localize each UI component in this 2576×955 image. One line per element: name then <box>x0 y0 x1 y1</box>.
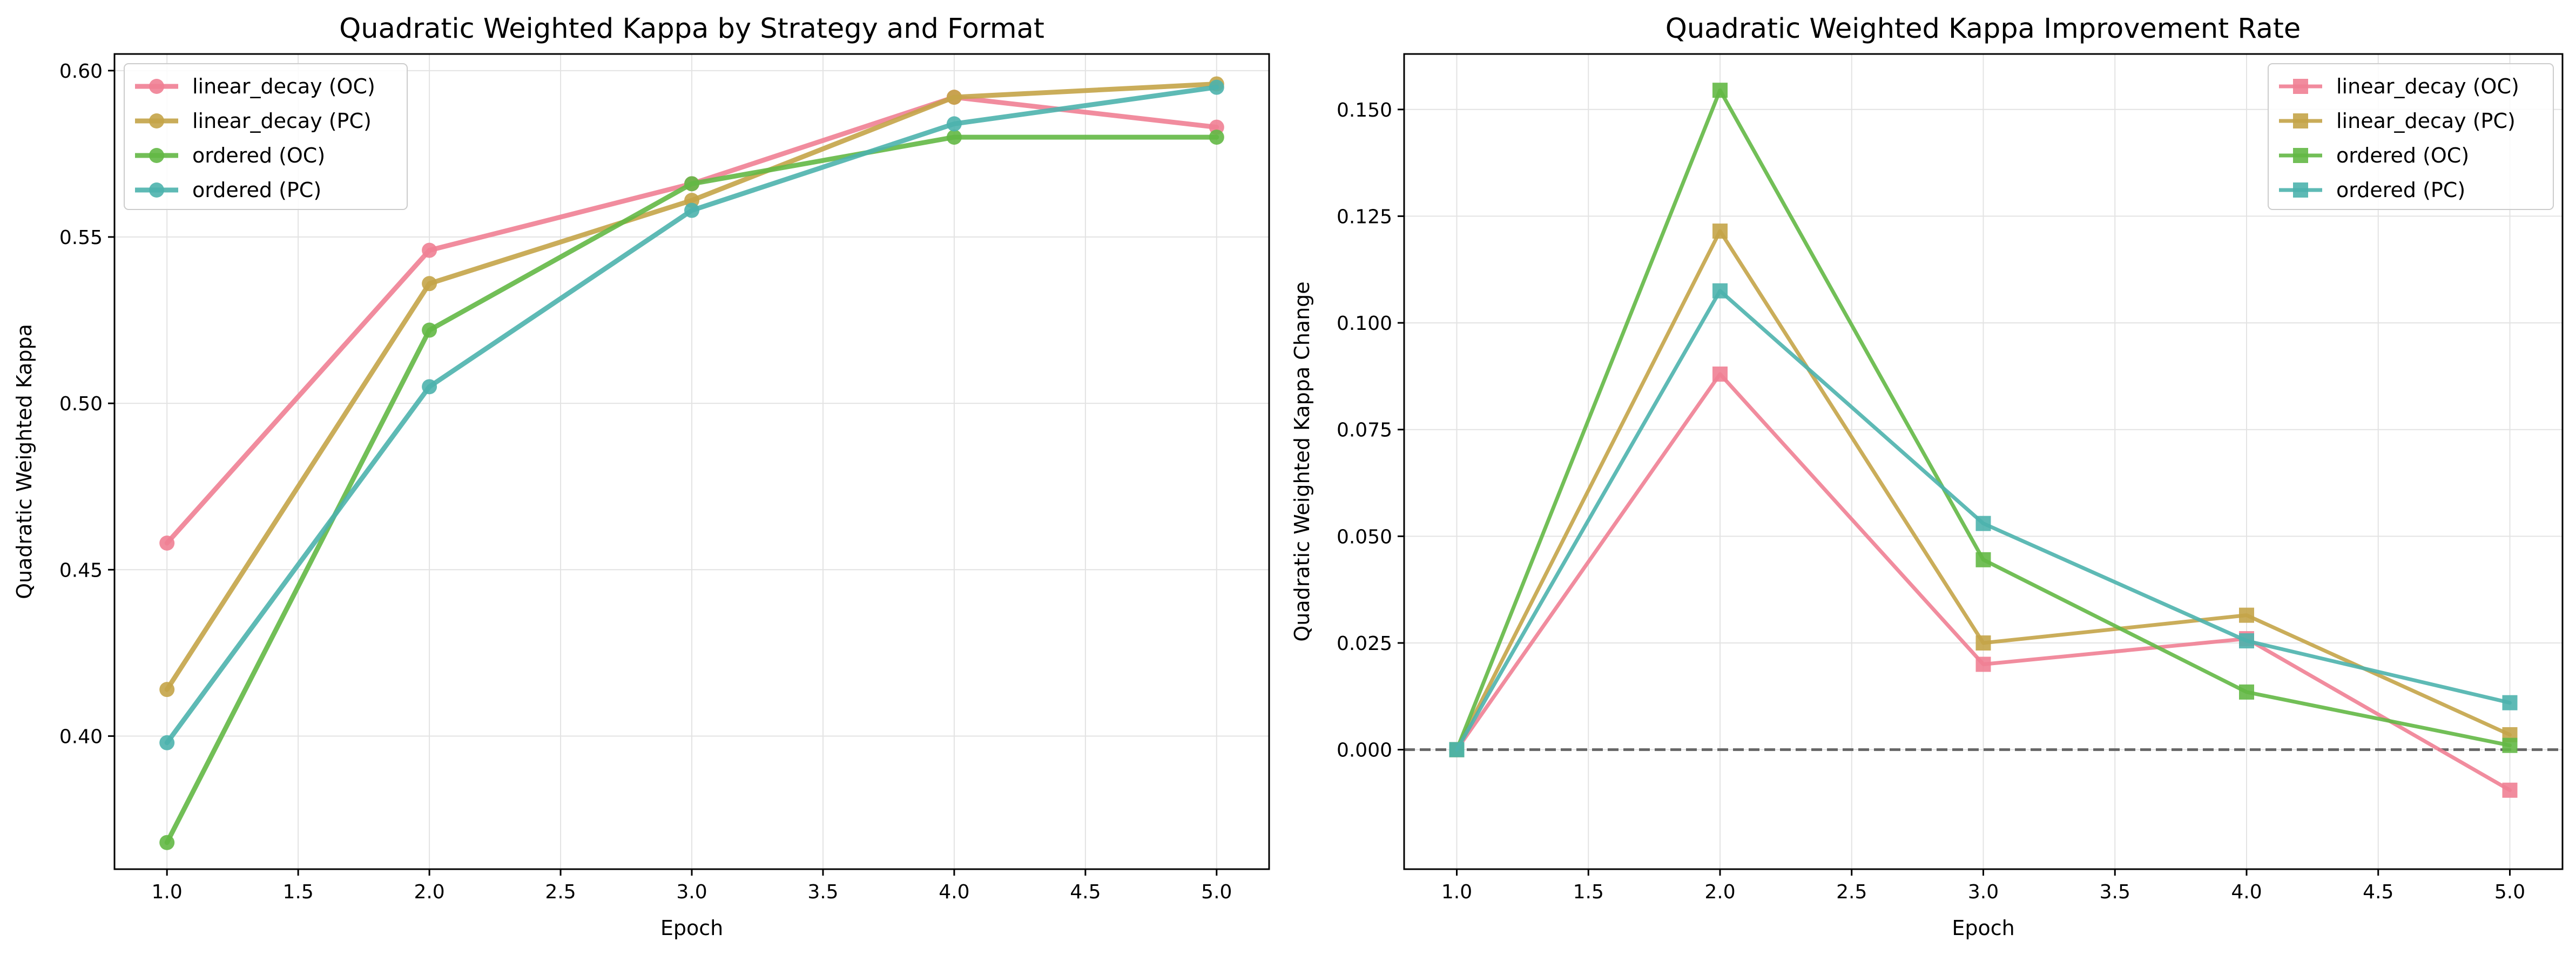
legend-box <box>124 63 408 210</box>
x-axis-label: Epoch <box>1952 916 2014 940</box>
y-axis-label: Quadratic Weighted Kappa <box>12 324 36 599</box>
data-point <box>1975 516 1991 531</box>
data-point <box>422 276 437 292</box>
data-point <box>684 202 699 218</box>
y-tick-label: 0.60 <box>59 60 103 83</box>
data-point <box>1975 635 1991 651</box>
y-tick-label: 0.55 <box>59 227 103 249</box>
data-point <box>1209 130 1224 145</box>
legend-marker <box>2293 182 2308 198</box>
y-tick-label: 0.100 <box>1337 313 1392 335</box>
data-point <box>1975 552 1991 567</box>
legend: linear_decay (OC) linear_decay (PC) ordere… <box>124 63 408 210</box>
y-tick-label: 0.000 <box>1337 740 1392 762</box>
x-axis-label: Epoch <box>660 916 723 940</box>
legend: linear_decay (OC) linear_decay (PC) ordere… <box>2268 63 2554 210</box>
legend-marker <box>2293 79 2308 94</box>
x-tick-label: 4.5 <box>2363 881 2393 903</box>
legend-label: linear_decay (PC) <box>2336 109 2516 133</box>
chart-panel-1: 1.0 1.5 2.0 2.5 3.0 3.5 4.0 4.5 5.0 0.40 0.45 0.50 0… <box>12 13 1270 940</box>
y-tick-label: 0.50 <box>59 393 103 415</box>
y-tick-label: 0.45 <box>59 559 103 581</box>
legend-label: ordered (PC) <box>2336 178 2465 202</box>
data-point <box>1209 79 1224 95</box>
y-tick-label: 0.40 <box>59 726 103 748</box>
legend-label: ordered (OC) <box>2336 144 2469 167</box>
x-tick-label: 3.5 <box>2100 881 2130 903</box>
data-point <box>946 130 962 145</box>
legend-label: ordered (PC) <box>192 178 321 202</box>
legend-box <box>2268 63 2554 210</box>
legend-label: linear_decay (PC) <box>192 109 372 133</box>
data-point <box>422 322 437 338</box>
chart-title: Quadratic Weighted Kappa Improvement Rat… <box>1665 13 2301 45</box>
x-tick-label: 1.5 <box>283 881 314 903</box>
data-point <box>422 242 437 258</box>
data-point <box>1449 742 1465 757</box>
data-point <box>1975 656 1991 672</box>
legend-marker <box>149 148 164 163</box>
data-point <box>2502 737 2518 753</box>
data-point <box>1712 83 1728 98</box>
x-tick-label: 4.5 <box>1070 881 1101 903</box>
data-point <box>1712 223 1728 239</box>
y-tick-label: 0.125 <box>1337 206 1392 228</box>
legend-marker <box>149 79 164 94</box>
data-point <box>159 536 175 551</box>
x-tick-label: 3.0 <box>1968 881 1999 903</box>
x-tick-label: 1.5 <box>1573 881 1604 903</box>
x-tick-label: 2.5 <box>1836 881 1867 903</box>
chart-title: Quadratic Weighted Kappa by Strategy and… <box>339 13 1044 45</box>
x-tick-label: 5.0 <box>1201 881 1232 903</box>
x-tick-label: 4.0 <box>939 881 969 903</box>
y-tick-label: 0.150 <box>1337 99 1392 121</box>
x-tick-label: 3.0 <box>676 881 707 903</box>
data-point <box>2239 633 2254 649</box>
legend-label: linear_decay (OC) <box>192 74 375 98</box>
x-tick-label: 2.5 <box>545 881 576 903</box>
legend-marker <box>149 182 164 198</box>
data-point <box>946 90 962 105</box>
data-point <box>2239 607 2254 623</box>
y-tick-label: 0.050 <box>1337 526 1392 548</box>
data-point <box>2502 782 2518 798</box>
y-tick-label: 0.025 <box>1337 633 1392 655</box>
legend-marker <box>149 113 164 128</box>
y-axis-label: Quadratic Weighted Kappa Change <box>1290 281 1314 641</box>
x-tick-label: 2.0 <box>414 881 444 903</box>
legend-marker <box>2293 113 2308 128</box>
data-point <box>159 835 175 850</box>
data-point <box>684 176 699 192</box>
x-tick-label: 2.0 <box>1704 881 1735 903</box>
data-point <box>2502 695 2518 710</box>
data-point <box>422 379 437 395</box>
x-tick-label: 3.5 <box>807 881 838 903</box>
chart-panel-2: 1.0 1.5 2.0 2.5 3.0 3.5 4.0 4.5 5.0 0.000 0.025 0.0… <box>1290 13 2564 940</box>
x-tick-label: 1.0 <box>152 881 183 903</box>
data-point <box>946 116 962 132</box>
x-tick-label: 4.0 <box>2231 881 2262 903</box>
data-point <box>159 735 175 750</box>
x-tick-label: 5.0 <box>2494 881 2525 903</box>
data-point <box>2239 684 2254 700</box>
legend-label: linear_decay (OC) <box>2336 74 2519 98</box>
legend-marker <box>2293 148 2308 163</box>
data-point <box>159 682 175 697</box>
x-tick-label: 1.0 <box>1441 881 1472 903</box>
data-point <box>1712 283 1728 299</box>
data-point <box>1712 366 1728 382</box>
legend-label: ordered (OC) <box>192 144 325 167</box>
y-tick-label: 0.075 <box>1337 419 1392 442</box>
